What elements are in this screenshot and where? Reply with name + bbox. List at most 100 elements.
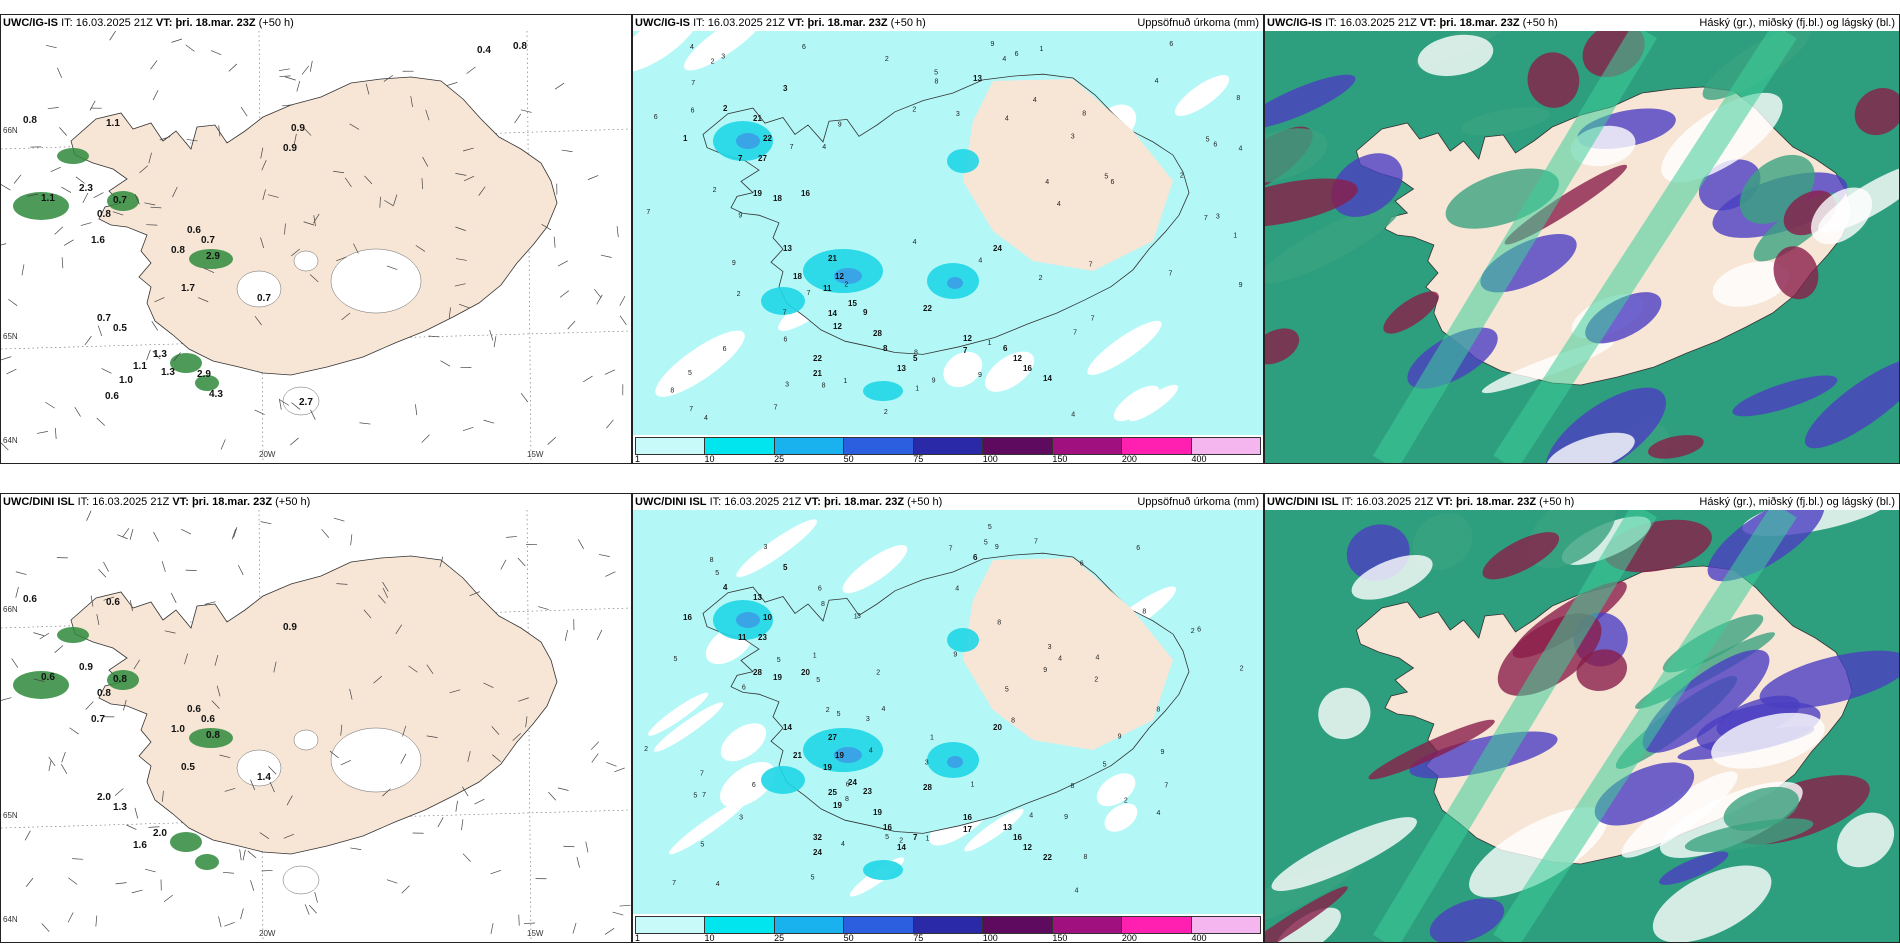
small-value: 5 [673,656,677,663]
small-value: 8 [935,78,939,85]
glacier [330,248,422,314]
wind-barb [425,109,430,121]
small-value: 5 [984,540,988,547]
precip-value-label: 2 [723,104,728,113]
small-value: 7 [774,405,778,412]
snow-area [107,191,139,211]
wind-barb [478,186,486,196]
wind-barb [41,923,50,932]
wind-barb [95,915,98,927]
wind-barb [293,133,297,145]
wind-barb [538,606,549,610]
wind-barb [89,100,96,111]
wind-barb [483,419,495,424]
wind-barb [84,335,92,346]
small-value: 4 [1155,78,1159,85]
heavy-precip-core [834,747,862,763]
small-value: 2 [884,409,888,416]
wind-barb [596,629,603,641]
glacier [293,729,319,751]
dry-area [654,702,724,752]
snow-value-label: 2.0 [153,828,167,839]
small-value: 3 [956,111,960,118]
wind-barb [63,239,74,246]
colorbar-swatch [1191,917,1260,933]
wind-barb [616,226,619,238]
wind-barb [131,889,143,894]
small-value: 5 [1206,136,1210,143]
small-value: 4 [913,239,917,246]
precip-value-label: 24 [993,244,1002,253]
precip-value-label: 15 [848,299,857,308]
wind-barb [612,911,624,916]
snow-value-label: 1.6 [91,235,105,246]
wind-barb [170,592,177,603]
wind-barb [449,689,461,694]
wind-barb [55,427,57,440]
wind-barb [54,226,63,235]
wind-barb [462,426,474,432]
small-value: 2 [737,291,741,298]
small-value: 5 [715,570,719,577]
wind-barb [421,178,423,190]
wind-barb [129,600,133,612]
small-value: 4 [690,44,694,51]
wind-barb [379,196,381,208]
dry-area [736,519,817,578]
wind-barb [151,321,159,331]
wind-barb [144,202,156,206]
cloud-band [1493,510,1797,942]
wind-barb [314,891,318,903]
snow-value-label: 4.3 [209,389,223,400]
wind-barb [386,265,398,270]
wind-barb [309,274,319,283]
wind-barb [467,751,471,762]
wind-barb [518,697,529,702]
wind-barb [224,787,236,792]
wind-barb [386,879,398,884]
small-value: 3 [785,381,789,388]
wind-barb [301,65,310,75]
small-value: 3 [857,613,861,620]
small-value: 5 [1103,761,1107,768]
precip-value-label: 19 [873,808,882,817]
wind-barb [279,398,282,410]
cloud-patch [1711,712,1825,769]
precip-value-label: 28 [753,668,762,677]
heavy-precip [761,766,805,794]
wind-barb [439,556,444,568]
model-name: UWC/DINI ISL [1267,496,1339,508]
wind-barb [164,630,176,634]
wind-barb [359,422,371,425]
wind-barb [239,849,242,861]
small-value: 4 [1002,56,1006,63]
precip-value-label: 4 [723,583,728,592]
cloud-patch [1265,74,1356,130]
small-value: 8 [845,796,849,803]
wind-barb [8,298,18,306]
wind-barb [340,759,351,766]
wind-barb [114,788,124,796]
wind-barb [93,192,104,198]
wind-barb [1,356,12,361]
wind-barb [185,44,195,52]
precip-value-label: 7 [963,346,968,355]
precip-value-label: 7 [738,154,743,163]
small-value: 2 [711,58,715,65]
wind-barb [159,136,171,141]
small-value: 5 [988,524,992,531]
snow-area [195,854,219,870]
wind-barb [364,175,373,185]
wind-barb [283,833,295,839]
small-value: 2 [1124,797,1128,804]
wind-barb [45,401,55,409]
wind-barb [594,288,602,299]
vt-label: VT: [1436,496,1453,508]
cloud-patch [1429,898,1505,942]
small-value: 7 [646,209,650,216]
wind-barb [115,882,127,885]
precip-value-label: 27 [828,733,837,742]
wind-barb [514,113,522,124]
snow-value-label: 2.7 [299,397,313,408]
cloud-patch [1759,650,1899,709]
